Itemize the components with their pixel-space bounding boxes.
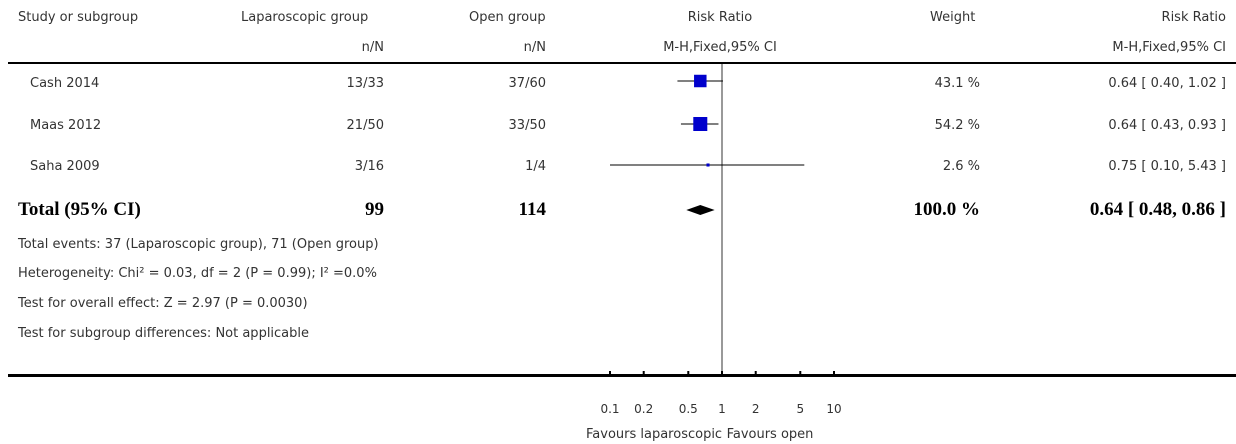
header-open-group: Open group [469,10,546,25]
study-name: Saha 2009 [30,159,100,174]
favours-laparoscopic-label: Favours laparoscopic [586,427,723,442]
study-weight: 43.1 % [934,76,980,91]
favours-open-label: Favours open [726,427,814,442]
axis-tick-label: 10 [826,402,841,416]
header-method-plot: M-H,Fixed,95% CI [663,40,777,55]
bottom-rule [8,374,1236,377]
header-risk-ratio: Risk Ratio [1161,10,1226,25]
study-risk-ratio: 0.64 [ 0.43, 0.93 ] [1108,118,1226,133]
study-point-marker [693,117,708,131]
axis-tick-label: 0.1 [600,402,619,416]
lap-events: 21/50 [346,118,384,133]
axis-tick-label: 5 [796,402,804,416]
study-name: Maas 2012 [30,118,102,133]
header-laparoscopic-group: Laparoscopic group [241,10,369,25]
header-weight: Weight [930,10,976,25]
total-open: 114 [518,199,546,220]
footnote-events: Total events: 37 (Laparoscopic group), 7… [18,237,379,252]
open-events: 1/4 [525,159,546,174]
open-events: 37/60 [508,76,546,91]
study-risk-ratio: 0.75 [ 0.10, 5.43 ] [1108,159,1226,174]
total-lap: 99 [365,199,384,220]
header-n-lap: n/N [361,40,384,55]
header-rule [8,62,1236,64]
pooled-diamond [686,205,715,215]
header-study: Study or subgroup [18,10,139,25]
axis-tick-label: 0.2 [634,402,653,416]
lap-events: 3/16 [354,159,384,174]
footnote-overall-effect: Test for overall effect: Z = 2.97 (P = 0… [18,296,308,311]
total-label: Total (95% CI) [18,199,141,220]
footnote-subgroup: Test for subgroup differences: Not appli… [18,326,310,341]
total-risk-ratio: 0.64 [ 0.48, 0.86 ] [1089,199,1226,220]
study-name: Cash 2014 [30,76,100,91]
lap-events: 13/33 [346,76,384,91]
axis-tick-label: 0.5 [679,402,698,416]
open-events: 33/50 [508,118,546,133]
header-risk-ratio-plot: Risk Ratio [687,10,753,25]
study-weight: 2.6 % [942,159,980,174]
study-weight: 54.2 % [934,118,980,133]
axis-tick-label: 1 [718,402,726,416]
footnote-heterogeneity: Heterogeneity: Chi² = 0.03, df = 2 (P = … [18,266,377,281]
study-risk-ratio: 0.64 [ 0.40, 1.02 ] [1108,76,1226,91]
study-point-marker [694,74,707,88]
study-point-marker [706,163,710,167]
header-n-open: n/N [523,40,546,55]
axis-tick-label: 2 [752,402,760,416]
total-weight: 100.0 % [913,199,981,220]
header-method: M-H,Fixed,95% CI [1112,40,1226,55]
